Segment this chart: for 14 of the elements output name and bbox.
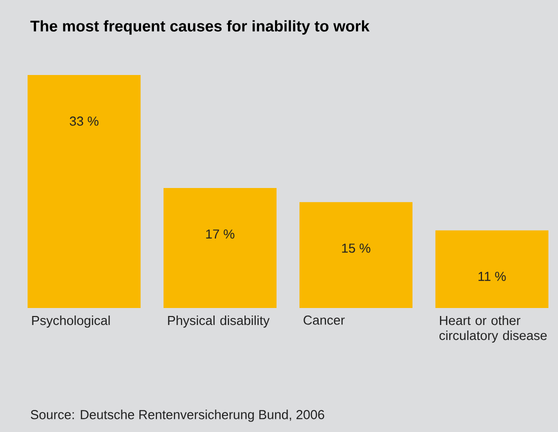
- data-label: 33 %: [70, 116, 98, 126]
- chart-title: The most frequent causes for inability to work: [30, 20, 370, 35]
- bar: [299, 202, 412, 308]
- data-label: 11 %: [478, 272, 506, 281]
- bar: [164, 188, 277, 308]
- source-note: Source: Deutsche Rentenversicherung Bund, 2006: [30, 410, 324, 422]
- x-tick-label: Psychological: [32, 316, 110, 328]
- data-label: 17 %: [206, 229, 234, 239]
- x-tick-label: Physical disability: [168, 316, 270, 328]
- bar: [435, 230, 548, 308]
- data-label: 15 %: [342, 244, 370, 253]
- x-tick-label: Heart or other circulatory disease: [439, 316, 547, 343]
- x-tick-label: Cancer: [304, 316, 345, 325]
- bar: [28, 75, 141, 308]
